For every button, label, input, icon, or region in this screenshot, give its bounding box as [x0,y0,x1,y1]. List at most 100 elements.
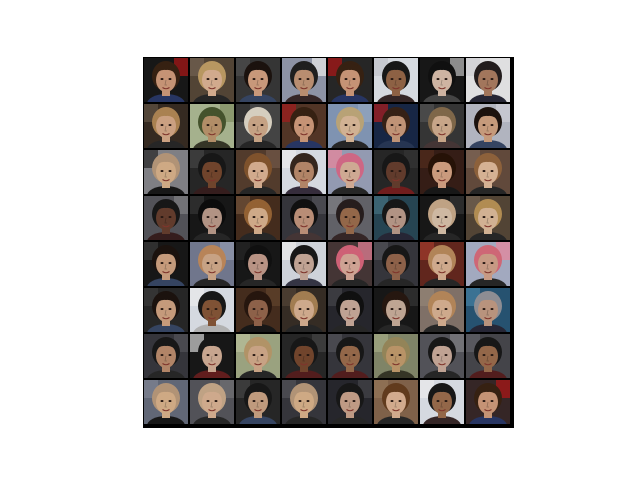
tile-shade [374,380,418,424]
face-tile [420,242,464,286]
face-tile [328,196,372,240]
face-tile [236,380,280,424]
face-portrait [420,380,464,424]
hair-top [384,293,408,306]
mouth [392,133,400,136]
nose [210,171,213,178]
nose [348,79,351,86]
shirt [239,324,277,332]
right-eye [306,170,310,172]
mouth [484,133,492,136]
mouth [254,179,262,182]
face-tile [420,380,464,424]
left-eye [252,308,256,310]
face [294,68,314,92]
right-eye [214,262,218,264]
face-image-grid [144,58,513,427]
face-tile [420,334,464,378]
right-eye [352,170,356,172]
face-portrait [420,104,464,148]
nose [302,401,305,408]
tile-shade [236,334,280,378]
mouth [484,317,492,320]
shirt [239,186,277,194]
left-eye [390,354,394,356]
right-eye [398,400,402,402]
tile-shade [466,196,510,240]
shirt [193,416,231,424]
face [478,114,498,138]
hair-top [154,155,178,168]
face-tile [328,334,372,378]
shirt [239,94,277,102]
shirt [193,186,231,194]
shirt [331,324,369,332]
nose [440,401,443,408]
face [340,114,360,138]
face-portrait [236,196,280,240]
nose [486,125,489,132]
right-eye [260,170,264,172]
tile-shade [190,242,234,286]
face [156,344,176,368]
nose [348,171,351,178]
hair-top [430,385,454,398]
face-portrait [282,58,326,102]
hair-top [292,339,316,352]
left-eye [298,400,302,402]
face-tile [236,288,280,332]
face-tile [282,196,326,240]
right-eye [168,308,172,310]
shirt [469,324,507,332]
right-eye [352,354,356,356]
face-tile [420,58,464,102]
left-eye [160,400,164,402]
shirt [377,140,415,148]
face-tile [144,242,188,286]
mouth [208,271,216,274]
right-eye [260,308,264,310]
nose [486,309,489,316]
face [340,298,360,322]
face [294,390,314,414]
hair-top [338,155,362,168]
nose [210,263,213,270]
right-eye [214,78,218,80]
face [248,68,268,92]
mouth [346,271,354,274]
face-tile [466,104,510,148]
tile-shade [144,196,188,240]
face [478,160,498,184]
face [202,390,222,414]
nose [210,309,213,316]
shirt [423,140,461,148]
shirt [423,416,461,424]
hair-top [292,201,316,214]
hair-top [200,155,224,168]
right-eye [398,78,402,80]
face [478,390,498,414]
nose [302,217,305,224]
nose [164,263,167,270]
mouth [484,409,492,412]
face-portrait [374,196,418,240]
tile-shade [236,242,280,286]
tile-shade [144,58,188,102]
tile-shade [466,104,510,148]
left-eye [252,400,256,402]
face-portrait [328,242,372,286]
nose [394,309,397,316]
face-portrait [420,334,464,378]
hair-top [154,385,178,398]
face [202,298,222,322]
nose [440,217,443,224]
face [156,206,176,230]
left-eye [390,262,394,264]
hair-top [246,109,270,122]
right-eye [490,216,494,218]
right-eye [168,354,172,356]
nose [394,217,397,224]
hair-top [246,155,270,168]
tile-shade [236,196,280,240]
face-tile [466,334,510,378]
